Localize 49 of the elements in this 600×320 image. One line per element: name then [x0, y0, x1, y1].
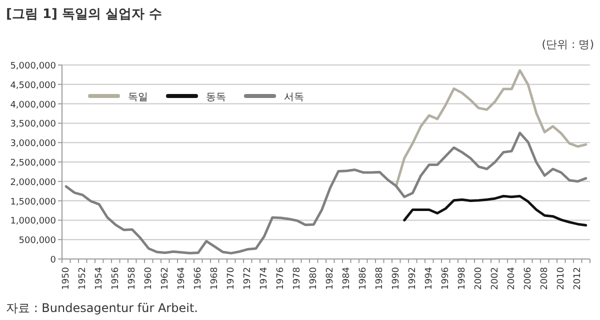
x-tick-label: 1966	[194, 266, 204, 290]
x-tick-label: 1994	[424, 266, 435, 290]
x-tick-label: 1984	[342, 266, 352, 290]
y-tick-label: 1,000,000	[10, 216, 56, 227]
y-tick-label: 3,500,000	[10, 120, 56, 130]
x-tick-label: 1954	[94, 266, 105, 290]
x-tick-label: 2002	[490, 267, 501, 290]
x-tick-label: 1976	[276, 266, 286, 290]
x-tick-label: 1982	[326, 267, 336, 290]
y-tick-label: 1,500,000	[10, 197, 56, 208]
x-tick-label: 1956	[111, 266, 122, 290]
legend-label: 서독	[284, 92, 304, 103]
y-tick-label: 5,000,000	[10, 62, 56, 72]
y-tick-label: 4,000,000	[10, 100, 56, 110]
x-tick-label: 1960	[144, 266, 154, 290]
x-tick-label: 1992	[408, 267, 418, 290]
x-tick-label: 1958	[128, 266, 138, 290]
x-tick-label: 1962	[160, 267, 171, 290]
y-tick-label: 2,500,000	[10, 158, 56, 168]
x-tick-label: 1978	[292, 266, 303, 290]
x-tick-label: 1996	[441, 266, 452, 290]
y-tick-label: 3,000,000	[10, 139, 56, 150]
x-tick-label: 1968	[210, 266, 220, 290]
text: (단위 : 명)	[542, 38, 594, 51]
y-tick-label: 500,000	[18, 236, 56, 246]
y-tick-label: 4,500,000	[10, 80, 56, 91]
x-tick-label: 1970	[226, 266, 237, 290]
x-tick-label: 1988	[375, 266, 386, 290]
x-tick-label: 2012	[573, 267, 584, 290]
x-tick-label: 2004	[507, 266, 518, 290]
x-tick-label: 1974	[260, 266, 270, 290]
chart-title: [그림 1] 독일의 실업자 수	[6, 7, 162, 22]
legend-label: 동독	[206, 92, 226, 103]
x-tick-label: 2000	[474, 266, 484, 290]
y-tick-label: 0	[50, 256, 56, 266]
x-tick-label: 1986	[358, 266, 369, 290]
x-tick-label: 1964	[177, 266, 188, 290]
text: 자료 : Bundesagentur für Arbeit.	[6, 301, 198, 315]
x-tick-label: 1980	[309, 266, 320, 290]
x-tick-label: 1950	[62, 266, 72, 290]
x-tick-label: 2010	[556, 266, 567, 290]
x-tick-label: 2006	[524, 266, 534, 290]
x-tick-label: 2008	[540, 266, 550, 290]
x-tick-label: 1972	[243, 267, 254, 290]
y-tick-label: 2,000,000	[10, 178, 56, 188]
x-tick-label: 1998	[458, 266, 468, 290]
legend-label: 독일	[128, 92, 148, 103]
x-tick-label: 1952	[78, 267, 88, 290]
x-tick-label: 1990	[392, 266, 402, 290]
